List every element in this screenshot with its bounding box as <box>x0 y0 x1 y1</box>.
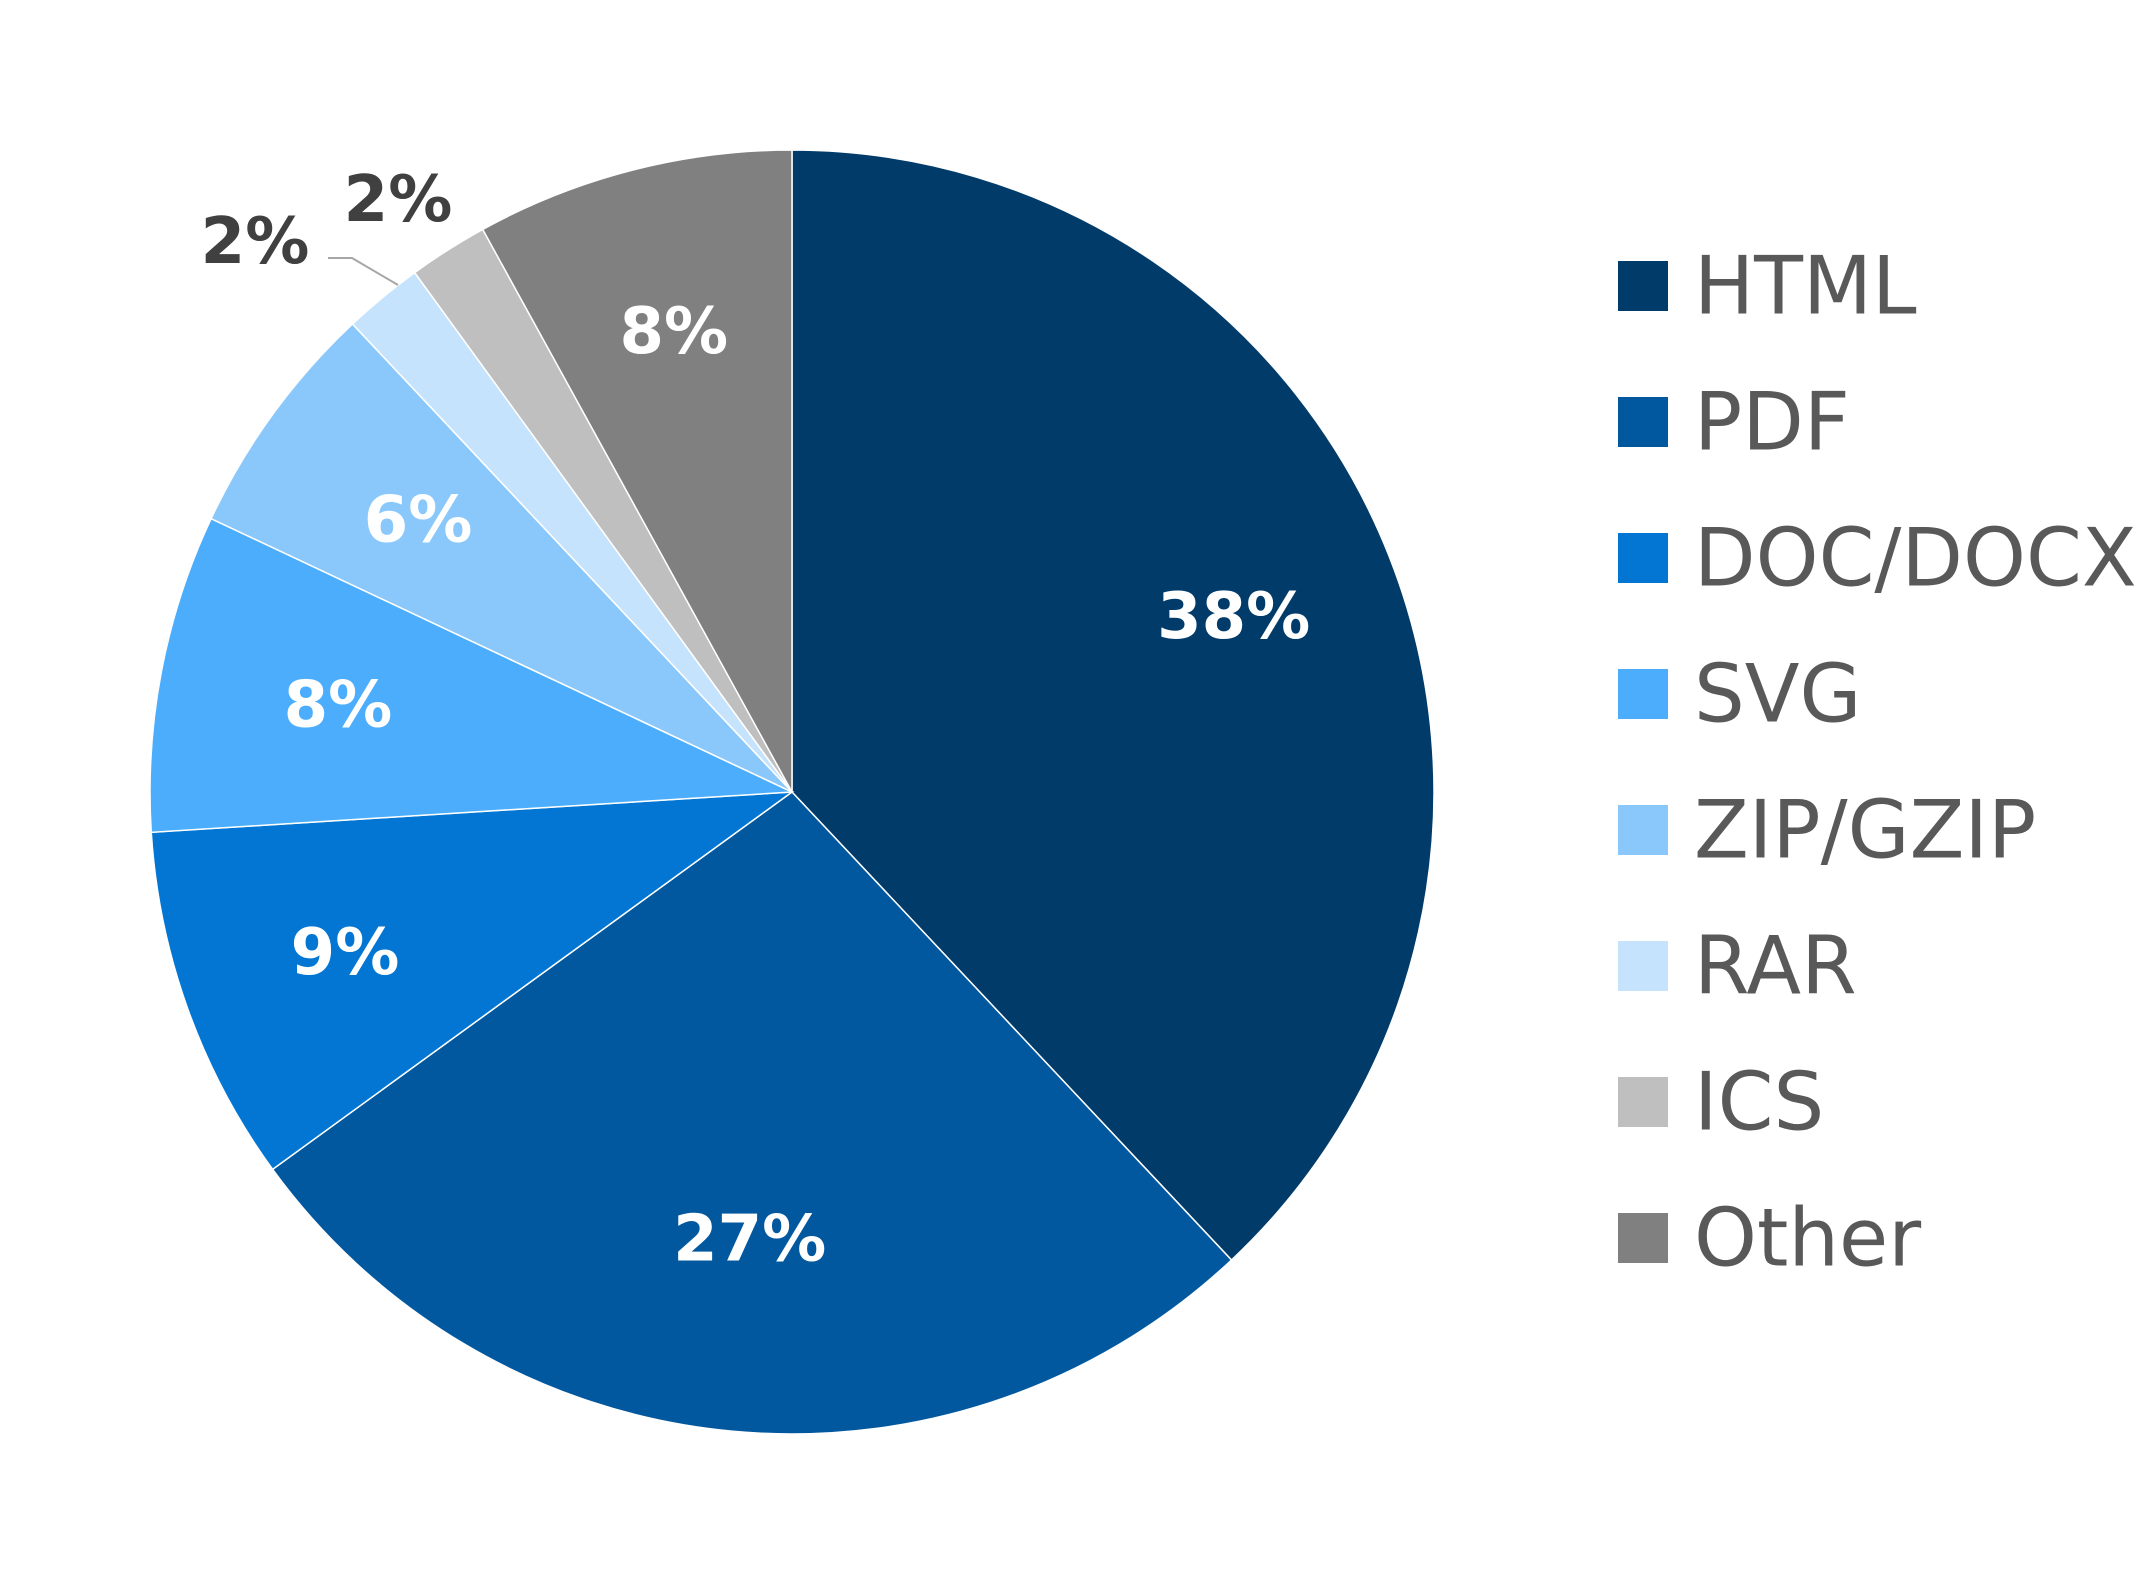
legend-swatch-zip-gzip <box>1618 805 1668 855</box>
legend-item-ics: ICS <box>1618 1056 1824 1149</box>
data-label-zip-gzip: 6% <box>364 483 473 557</box>
legend-label-rar: RAR <box>1694 920 1857 1013</box>
pie-slice-html <box>791 149 1435 1262</box>
data-label-rar: 2% <box>201 205 310 279</box>
legend-swatch-rar <box>1618 941 1668 991</box>
data-label-svg: 8% <box>284 668 393 742</box>
legend-swatch-doc-docx <box>1618 533 1668 583</box>
legend-item-rar: RAR <box>1618 920 1857 1013</box>
data-label-other: 8% <box>620 295 729 369</box>
legend-label-zip-gzip: ZIP/GZIP <box>1694 784 2036 877</box>
pie-slice-pdf <box>271 791 1233 1435</box>
legend: HTML PDF DOC/DOCX SVG ZIP/GZIP RAR ICS Other <box>1618 240 2137 1285</box>
legend-label-doc-docx: DOC/DOCX <box>1694 512 2137 605</box>
data-label-pdf: 27% <box>673 1202 826 1276</box>
data-label-doc-docx: 9% <box>291 916 400 990</box>
legend-item-other: Other <box>1618 1192 1921 1285</box>
legend-item-html: HTML <box>1618 240 1917 333</box>
legend-label-ics: ICS <box>1694 1056 1824 1149</box>
legend-label-svg: SVG <box>1694 648 1862 741</box>
leader-line-rar <box>328 257 399 286</box>
legend-item-zip-gzip: ZIP/GZIP <box>1618 784 2036 877</box>
data-label-html: 38% <box>1157 580 1310 654</box>
pie-slice-doc-docx <box>150 791 795 1171</box>
legend-swatch-svg <box>1618 669 1668 719</box>
leader-lines <box>328 257 399 286</box>
data-label-ics: 2% <box>344 163 453 237</box>
legend-label-other: Other <box>1694 1192 1921 1285</box>
pie-slice-other <box>481 149 793 793</box>
legend-item-pdf: PDF <box>1618 376 1850 469</box>
pie-slice-zip-gzip <box>210 322 793 793</box>
legend-swatch-html <box>1618 261 1668 311</box>
legend-swatch-pdf <box>1618 397 1668 447</box>
legend-swatch-other <box>1618 1213 1668 1263</box>
legend-item-doc-docx: DOC/DOCX <box>1618 512 2137 605</box>
pie-slices <box>149 149 1435 1435</box>
legend-item-svg: SVG <box>1618 648 1862 741</box>
pie-slice-svg <box>149 517 793 834</box>
legend-swatch-ics <box>1618 1077 1668 1127</box>
legend-label-pdf: PDF <box>1694 376 1850 469</box>
slice-labels: 38% 27% 9% 8% 6% 2% 2% 8% <box>201 163 1311 1276</box>
legend-label-html: HTML <box>1694 240 1917 333</box>
